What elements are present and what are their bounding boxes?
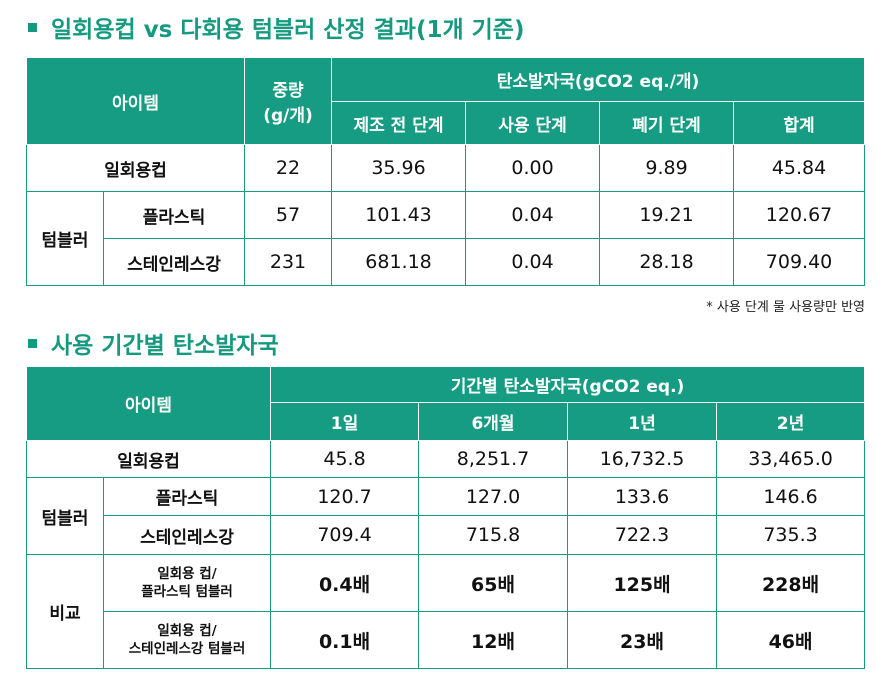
row-value: 0.04 bbox=[465, 191, 601, 239]
row-name-line1: 일회용 컵/ bbox=[157, 566, 217, 582]
header-stage-pre: 제조 전 단계 bbox=[331, 101, 467, 145]
row-value: 9.89 bbox=[599, 144, 735, 192]
row-value: 8,251.7 bbox=[418, 440, 569, 478]
header-stage-use: 사용 단계 bbox=[465, 101, 601, 145]
row-name: 플라스틱 bbox=[102, 191, 246, 239]
row-value: 125배 bbox=[567, 554, 718, 612]
row-value: 709.4 bbox=[270, 515, 420, 555]
row-value: 46배 bbox=[716, 611, 866, 669]
header-carbon-period: 기간별 탄소발자국(gCO2 eq.) bbox=[270, 366, 866, 403]
row-name: 플라스틱 bbox=[102, 477, 272, 516]
row-value: 709.40 bbox=[733, 238, 866, 286]
bullet-icon bbox=[28, 22, 37, 32]
table-row: 텀블러 플라스틱 120.7 127.0 133.6 146.6 bbox=[26, 477, 866, 555]
row-value: 120.7 bbox=[270, 477, 420, 516]
row-value: 45.84 bbox=[733, 144, 866, 192]
bullet-icon bbox=[28, 338, 37, 348]
row-weight: 57 bbox=[244, 191, 333, 239]
row-value: 715.8 bbox=[418, 515, 569, 555]
table-row: 스테인레스강 709.4 715.8 722.3 735.3 bbox=[27, 515, 866, 555]
row-value: 228배 bbox=[716, 554, 866, 612]
row-name: 스테인레스강 bbox=[102, 515, 272, 555]
table-row: 비교 일회용 컵/ 플라스틱 텀블러 0.4배 65배 125배 228배 bbox=[26, 554, 866, 669]
row-value: 146.6 bbox=[716, 477, 866, 516]
row-name: 일회용컵 bbox=[25, 144, 246, 192]
row-group: 텀블러 bbox=[26, 191, 104, 286]
header-period-1year: 1년 bbox=[567, 402, 718, 441]
row-value: 127.0 bbox=[418, 477, 569, 516]
row-name: 일회용컵 bbox=[25, 440, 272, 478]
row-name-line2: 플라스틱 텀블러 bbox=[141, 584, 233, 600]
row-value: 0.00 bbox=[465, 144, 601, 192]
row-value: 133.6 bbox=[567, 477, 718, 516]
header-period-6months: 6개월 bbox=[418, 402, 569, 441]
period-table: 아이템 기간별 탄소발자국(gCO2 eq.) 1일 6개월 1년 2년 일회용… bbox=[25, 366, 866, 669]
table-row: 텀블러 플라스틱 57 101.43 0.04 19.21 120.67 bbox=[26, 191, 866, 286]
section-title-1-text: 일회용컵 vs 다회용 텀블러 산정 결과(1개 기준) bbox=[51, 17, 525, 43]
row-value: 28.18 bbox=[599, 238, 735, 286]
header-period-1day: 1일 bbox=[270, 402, 420, 441]
row-name: 일회용 컵/ 플라스틱 텀블러 bbox=[102, 554, 272, 612]
row-value: 722.3 bbox=[567, 515, 718, 555]
row-name: 일회용 컵/ 스테인레스강 텀블러 bbox=[102, 611, 272, 669]
row-value: 120.67 bbox=[733, 191, 866, 239]
row-value: 0.1배 bbox=[270, 611, 420, 669]
header-period-2years: 2년 bbox=[716, 402, 866, 441]
header-weight-line1: 중량 bbox=[272, 81, 304, 101]
footnote: * 사용 단계 물 사용량만 반영 bbox=[706, 300, 865, 315]
row-value: 681.18 bbox=[331, 238, 467, 286]
header-weight: 중량 (g/개) bbox=[244, 57, 333, 145]
row-value: 735.3 bbox=[716, 515, 866, 555]
header-carbon: 탄소발자국(gCO2 eq./개) bbox=[331, 57, 866, 102]
table-row: 일회용컵 22 35.96 0.00 9.89 45.84 bbox=[25, 144, 866, 192]
row-value: 23배 bbox=[567, 611, 718, 669]
row-value: 33,465.0 bbox=[716, 440, 866, 478]
row-value: 45.8 bbox=[270, 440, 420, 478]
row-group: 텀블러 bbox=[26, 477, 104, 555]
row-value: 65배 bbox=[418, 554, 569, 612]
section-title-2: 사용 기간별 탄소발자국 bbox=[28, 326, 279, 360]
row-weight: 22 bbox=[244, 144, 333, 192]
row-value: 101.43 bbox=[331, 191, 467, 239]
row-name: 스테인레스강 bbox=[102, 238, 246, 286]
header-stage-disposal: 폐기 단계 bbox=[599, 101, 735, 145]
row-name-line1: 일회용 컵/ bbox=[157, 623, 217, 639]
row-value: 19.21 bbox=[599, 191, 735, 239]
row-value: 0.04 bbox=[465, 238, 601, 286]
row-value: 12배 bbox=[418, 611, 569, 669]
header-stage-total: 합계 bbox=[733, 101, 866, 145]
results-table: 아이템 중량 (g/개) 탄소발자국(gCO2 eq./개) 제조 전 단계 사… bbox=[25, 57, 866, 286]
table-row: 스테인레스강 231 681.18 0.04 28.18 709.40 bbox=[27, 238, 866, 286]
row-group: 비교 bbox=[26, 554, 104, 669]
section-title-2-text: 사용 기간별 탄소발자국 bbox=[51, 333, 279, 359]
row-weight: 231 bbox=[244, 238, 333, 286]
section-title-1: 일회용컵 vs 다회용 텀블러 산정 결과(1개 기준) bbox=[28, 10, 524, 44]
header-item: 아이템 bbox=[25, 57, 246, 145]
table-row: 일회용컵 45.8 8,251.7 16,732.5 33,465.0 bbox=[25, 440, 866, 478]
header-item: 아이템 bbox=[25, 366, 272, 441]
row-value: 16,732.5 bbox=[567, 440, 718, 478]
row-value: 0.4배 bbox=[270, 554, 420, 612]
row-value: 35.96 bbox=[331, 144, 467, 192]
row-name-line2: 스테인레스강 텀블러 bbox=[128, 641, 246, 657]
table-row: 일회용 컵/ 스테인레스강 텀블러 0.1배 12배 23배 46배 bbox=[27, 611, 866, 669]
header-weight-line2: (g/개) bbox=[263, 106, 313, 126]
